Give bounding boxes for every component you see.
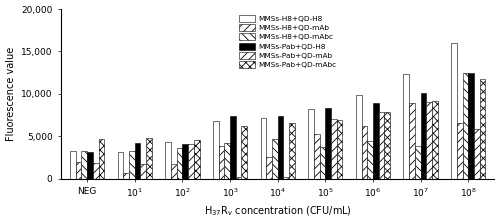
Bar <box>314 134 320 179</box>
Bar <box>356 95 362 179</box>
Bar <box>474 129 480 179</box>
X-axis label: H$_{37}$R$_v$ concentration (CFU/mL): H$_{37}$R$_v$ concentration (CFU/mL) <box>204 205 352 218</box>
Bar <box>384 112 390 179</box>
Bar <box>368 141 373 179</box>
Bar <box>188 144 194 179</box>
Bar <box>362 126 368 179</box>
Bar <box>462 73 468 179</box>
Bar <box>182 144 188 179</box>
Bar <box>404 74 409 179</box>
Bar <box>426 102 432 179</box>
Bar <box>278 116 283 179</box>
Bar <box>260 118 266 179</box>
Legend: MMSs-H8+QD-H8, MMSs-H8+QD-mAb, MMSs-H8+QD-mAbc, MMSs-Pab+QD-H8, MMSs-Pab+QD-mAb,: MMSs-H8+QD-H8, MMSs-H8+QD-mAb, MMSs-H8+Q… <box>238 14 337 69</box>
Bar <box>284 177 289 179</box>
Bar <box>409 103 415 179</box>
Bar <box>146 138 152 179</box>
Bar <box>320 147 326 179</box>
Bar <box>87 152 93 179</box>
Bar <box>224 143 230 179</box>
Bar <box>331 119 337 179</box>
Bar <box>432 101 438 179</box>
Bar <box>140 164 146 179</box>
Bar <box>124 173 129 179</box>
Bar <box>218 146 224 179</box>
Bar <box>420 93 426 179</box>
Bar <box>171 164 176 179</box>
Bar <box>166 142 171 179</box>
Bar <box>378 112 384 179</box>
Bar <box>118 152 124 179</box>
Bar <box>70 151 75 179</box>
Bar <box>451 43 457 179</box>
Bar <box>308 109 314 179</box>
Bar <box>289 123 295 179</box>
Bar <box>98 139 104 179</box>
Bar <box>415 146 420 179</box>
Bar <box>135 143 140 179</box>
Bar <box>326 108 331 179</box>
Bar <box>93 163 98 179</box>
Bar <box>457 123 462 179</box>
Bar <box>337 120 342 179</box>
Y-axis label: Fluorescence value: Fluorescence value <box>6 47 16 141</box>
Bar <box>266 157 272 179</box>
Bar <box>272 139 278 179</box>
Bar <box>129 151 135 179</box>
Bar <box>236 177 242 179</box>
Bar <box>468 73 474 179</box>
Bar <box>242 126 247 179</box>
Bar <box>373 103 378 179</box>
Bar <box>194 140 200 179</box>
Bar <box>176 148 182 179</box>
Bar <box>213 121 218 179</box>
Bar <box>230 116 236 179</box>
Bar <box>480 79 486 179</box>
Bar <box>82 151 87 179</box>
Bar <box>76 162 82 179</box>
